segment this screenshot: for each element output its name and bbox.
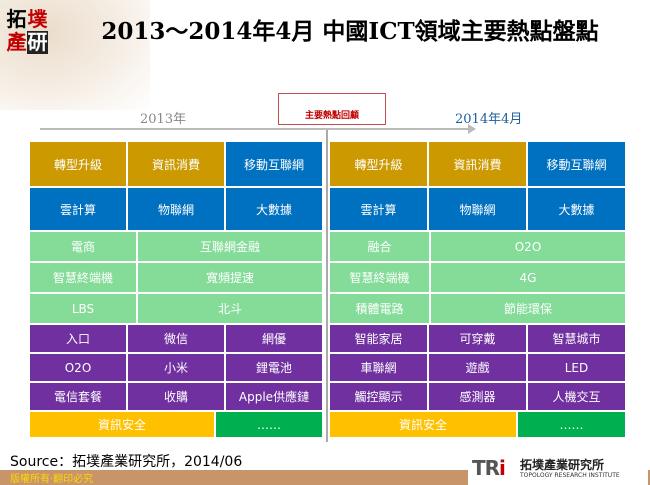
hotspot-row: 智慧終端機 4G [330, 263, 625, 292]
tri-name-cn: 拓墣產業研究所 [520, 458, 605, 472]
hotspot-row: 觸控顯示 感測器 人機交互 [330, 383, 625, 410]
hotspot-cell: 智慧終端機 [330, 263, 429, 292]
hotspot-cell: 資訊安全 [30, 412, 214, 437]
hotspot-row: 車聯網 遊戲 LED [330, 354, 625, 381]
hotspot-row: 入口 微信 網優 [30, 325, 322, 352]
panel-2014: 轉型升級 資訊消費 移動互聯網 雲計算 物聯網 大數據 融合 O2O 智慧終端機 4G 積體電路 節能… [330, 142, 625, 437]
hotspot-cell: 資訊消費 [429, 142, 526, 186]
hotspot-cell: …… [518, 412, 625, 437]
timeline-arrow-icon [468, 124, 476, 134]
hotspot-cell: 車聯網 [330, 354, 427, 381]
hotspot-cell: 智能家居 [330, 325, 427, 352]
timeline-label-2013: 2013年 [140, 112, 187, 127]
hotspot-cell: O2O [30, 354, 126, 381]
hotspot-row: 電商 互聯網金融 [30, 232, 322, 261]
hotspot-row: 資訊安全…… [330, 412, 625, 437]
tri-mark: TRi [472, 456, 506, 480]
hotspot-cell: 智慧城市 [528, 325, 625, 352]
hotspot-cell: 物聯網 [128, 188, 224, 230]
hotspot-cell: 電商 [30, 232, 136, 261]
hotspot-row: 融合 O2O [330, 232, 625, 261]
hotspot-row: 智能家居 可穿戴 智慧城市 [330, 325, 625, 352]
hotspot-cell: 互聯網金融 [138, 232, 322, 261]
hotspot-cell: 雲計算 [30, 188, 126, 230]
hotspot-cell: O2O [431, 232, 625, 261]
hotspot-cell: 北斗 [138, 294, 322, 323]
hotspot-cell: 觸控顯示 [330, 383, 427, 410]
hotspot-cell: LBS [30, 294, 136, 323]
hotspot-cell: 微信 [128, 325, 224, 352]
hotspot-row: 雲計算 物聯網 大數據 [30, 188, 322, 230]
panel-2013: 轉型升級 資訊消費 移動互聯網 雲計算 物聯網 大數據 電商 互聯網金融 智慧終端機 寬頻提速 LB… [30, 142, 322, 437]
hotspot-cell: 小米 [128, 354, 224, 381]
hotspot-cell: 融合 [330, 232, 429, 261]
hotspot-cell: 移動互聯網 [226, 142, 322, 186]
hotspot-cell: 大數據 [226, 188, 322, 230]
hotspot-cell: 移動互聯網 [528, 142, 625, 186]
logo-char: 研 [27, 30, 48, 54]
hotspot-cell: 遊戲 [429, 354, 526, 381]
hotspot-cell: 入口 [30, 325, 126, 352]
timeline-axis [40, 128, 470, 130]
background-map [0, 0, 150, 110]
hotspot-cell: 收購 [128, 383, 224, 410]
hotspot-row: 電信套餐 收購 Apple供應鏈 [30, 383, 322, 410]
hotspot-cell: 網優 [226, 325, 322, 352]
hotspot-cell: 轉型升級 [30, 142, 126, 186]
timeline-label-2014: 2014年4月 [455, 112, 523, 127]
hotspot-cell: 資訊安全 [330, 412, 516, 437]
hotspot-cell: 寬頻提速 [138, 263, 322, 292]
company-logo: 拓墣產研 [6, 8, 50, 56]
hotspot-cell: 可穿戴 [429, 325, 526, 352]
hotspot-cell: 4G [431, 263, 625, 292]
hotspot-cell: LED [528, 354, 625, 381]
hotspot-row: O2O 小米 鋰電池 [30, 354, 322, 381]
hotspot-row: 轉型升級 資訊消費 移動互聯網 [30, 142, 322, 186]
copyright-text: 版權所有‧翻印必究 [10, 474, 94, 485]
page-title: 2013～2014年4月 中國ICT領域主要熱點盤點 [101, 18, 599, 45]
logo-char: 墣 [27, 7, 48, 31]
hotspot-cell: 資訊消費 [128, 142, 224, 186]
hotspot-cell: 智慧終端機 [30, 263, 136, 292]
hotspot-cell: Apple供應鏈 [226, 383, 322, 410]
hotspot-cell: 感測器 [429, 383, 526, 410]
hotspot-cell: 人機交互 [528, 383, 625, 410]
timeline-center-label: 主要熱點回顧 [278, 93, 386, 125]
hotspot-cell: 雲計算 [330, 188, 427, 230]
tri-logo: TRi 拓墣產業研究所 TOPOLOGY RESEARCH INSTITUTE [468, 452, 648, 485]
hotspot-row: 雲計算 物聯網 大數據 [330, 188, 625, 230]
tri-name-en: TOPOLOGY RESEARCH INSTITUTE [520, 472, 620, 479]
hotspot-row: 轉型升級 資訊消費 移動互聯網 [330, 142, 625, 186]
hotspot-row: 智慧終端機 寬頻提速 [30, 263, 322, 292]
hotspot-cell: 電信套餐 [30, 383, 126, 410]
hotspot-cell: 大數據 [528, 188, 625, 230]
hotspot-cell: 節能環保 [431, 294, 625, 323]
hotspot-row: 資訊安全…… [30, 412, 322, 437]
hotspot-row: 積體電路 節能環保 [330, 294, 625, 323]
hotspot-cell: 物聯網 [429, 188, 526, 230]
timeline-divider [326, 130, 328, 442]
source-note: Source：拓墣產業研究所，2014/06 [10, 454, 243, 470]
hotspot-row: LBS 北斗 [30, 294, 322, 323]
hotspot-cell: 鋰電池 [226, 354, 322, 381]
logo-char: 拓 [6, 7, 27, 31]
hotspot-cell: …… [216, 412, 322, 437]
hotspot-cell: 轉型升級 [330, 142, 427, 186]
hotspot-cell: 積體電路 [330, 294, 429, 323]
logo-char: 產 [6, 30, 27, 54]
